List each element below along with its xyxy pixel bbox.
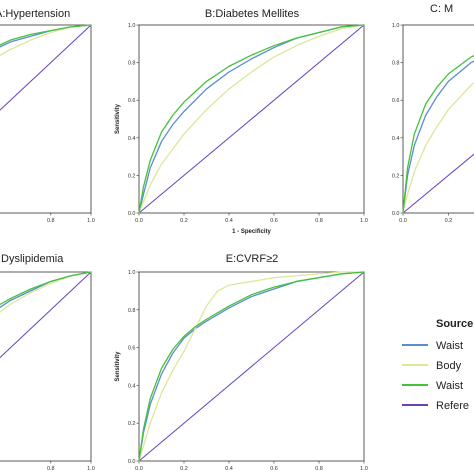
x-tick-label: 1.0 [360,466,368,472]
roc-curve-s3 [138,271,365,462]
roc-curve-s4 [402,153,474,214]
y-tick-label: 0.4 [128,136,136,142]
y-axis-label: Sensitivity [115,103,121,134]
roc-curve-s2 [402,82,474,214]
y-tick-label: 0.0 [392,211,400,217]
y-tick-label: 1.0 [392,23,400,29]
y-tick-label: 0.4 [128,383,136,389]
x-tick-label: 0.0 [135,218,143,224]
y-tick-label: 0.2 [392,173,400,179]
legend-label-s2: Body [436,360,462,372]
y-tick-label: 0.6 [128,346,136,352]
x-tick-label: 0.8 [47,466,55,472]
plot-frame [402,24,474,214]
y-tick-label: 0.0 [128,459,136,465]
chart-title: B:Diabetes Mellites [205,8,300,20]
roc-curve-s3 [0,24,92,46]
legend-title: Source [436,318,473,330]
roc-curve-s3 [138,24,365,214]
y-tick-label: 1.0 [128,270,136,276]
x-tick-label: 0.2 [180,466,188,472]
x-tick-label: 0.0 [399,218,407,224]
y-tick-label: 1.0 [128,23,136,29]
chart-panel-a: A:Hypertension 0.8 1.0 [0,8,95,224]
roc-curve-s3 [402,55,474,214]
y-tick-label: 0.2 [128,421,136,427]
y-tick-label: 0.4 [392,136,400,142]
plot-frame [0,24,92,214]
chart-title: D:Dyslipidemia [0,253,64,265]
y-tick-label: 0.8 [128,61,136,67]
x-tick-label: 0.6 [270,466,278,472]
roc-curve-s4 [138,271,365,462]
x-tick-label: 0.2 [180,218,188,224]
x-tick-label: 0.8 [47,218,55,224]
x-tick-label: 0.8 [315,218,323,224]
x-tick-label: 0.4 [225,218,233,224]
roc-curve-s4 [138,24,365,214]
roc-curve-s3 [0,271,92,306]
x-tick-label: 0.0 [135,466,143,472]
legend-label-s3: Waist [436,380,463,392]
chart-panel-e: E:CVRF≥2 0.0 0.2 0.4 0.6 0.8 1.0 0.0 0.2 0.4 0.6 0.… [115,253,368,472]
y-tick-label: 0.6 [392,98,400,104]
x-tick-label: 0.6 [270,218,278,224]
y-axis-label: Sensitivity [115,351,121,382]
plot-frame [0,271,92,462]
x-tick-label: 0.4 [225,466,233,472]
x-tick-label: 1.0 [87,218,95,224]
y-tick-label: 0.6 [128,98,136,104]
y-tick-label: 0.2 [128,173,136,179]
roc-curve-s2 [138,24,365,214]
y-tick-label: 0.8 [392,61,400,67]
roc-curve-s4 [0,271,92,359]
x-tick-label: 1.0 [360,218,368,224]
legend-label-s4: Refere [436,400,469,412]
y-tick-label: 0.0 [128,211,136,217]
roc-curve-s4 [0,24,92,111]
y-tick-label: 0.8 [128,308,136,314]
x-axis-label: 1 - Specificity [232,229,271,235]
chart-panel-d: D:Dyslipidemia 0.8 1.0 [0,253,95,472]
chart-panel-b: B:Diabetes Mellites 0.0 0.2 0.4 0.6 0.8 1.0 0.0… [115,8,368,235]
legend-label-s1: Waist [436,340,463,352]
chart-title: E:CVRF≥2 [226,253,279,265]
roc-curve-s2 [138,271,365,462]
roc-curve-s2 [0,271,92,313]
chart-title: A:Hypertension [0,8,70,20]
x-tick-label: 0.8 [315,466,323,472]
roc-curve-s2 [0,24,92,57]
chart-panel-c: C: M 0.0 0.2 0.0 0.2 0.4 0.6 0.8 1.0 [392,3,474,224]
chart-title: C: M [430,3,453,15]
x-tick-label: 1.0 [87,466,95,472]
x-tick-label: 0.2 [445,218,453,224]
roc-curve-s1 [402,60,474,214]
legend: Source Waist Body Waist Refere [402,318,473,412]
